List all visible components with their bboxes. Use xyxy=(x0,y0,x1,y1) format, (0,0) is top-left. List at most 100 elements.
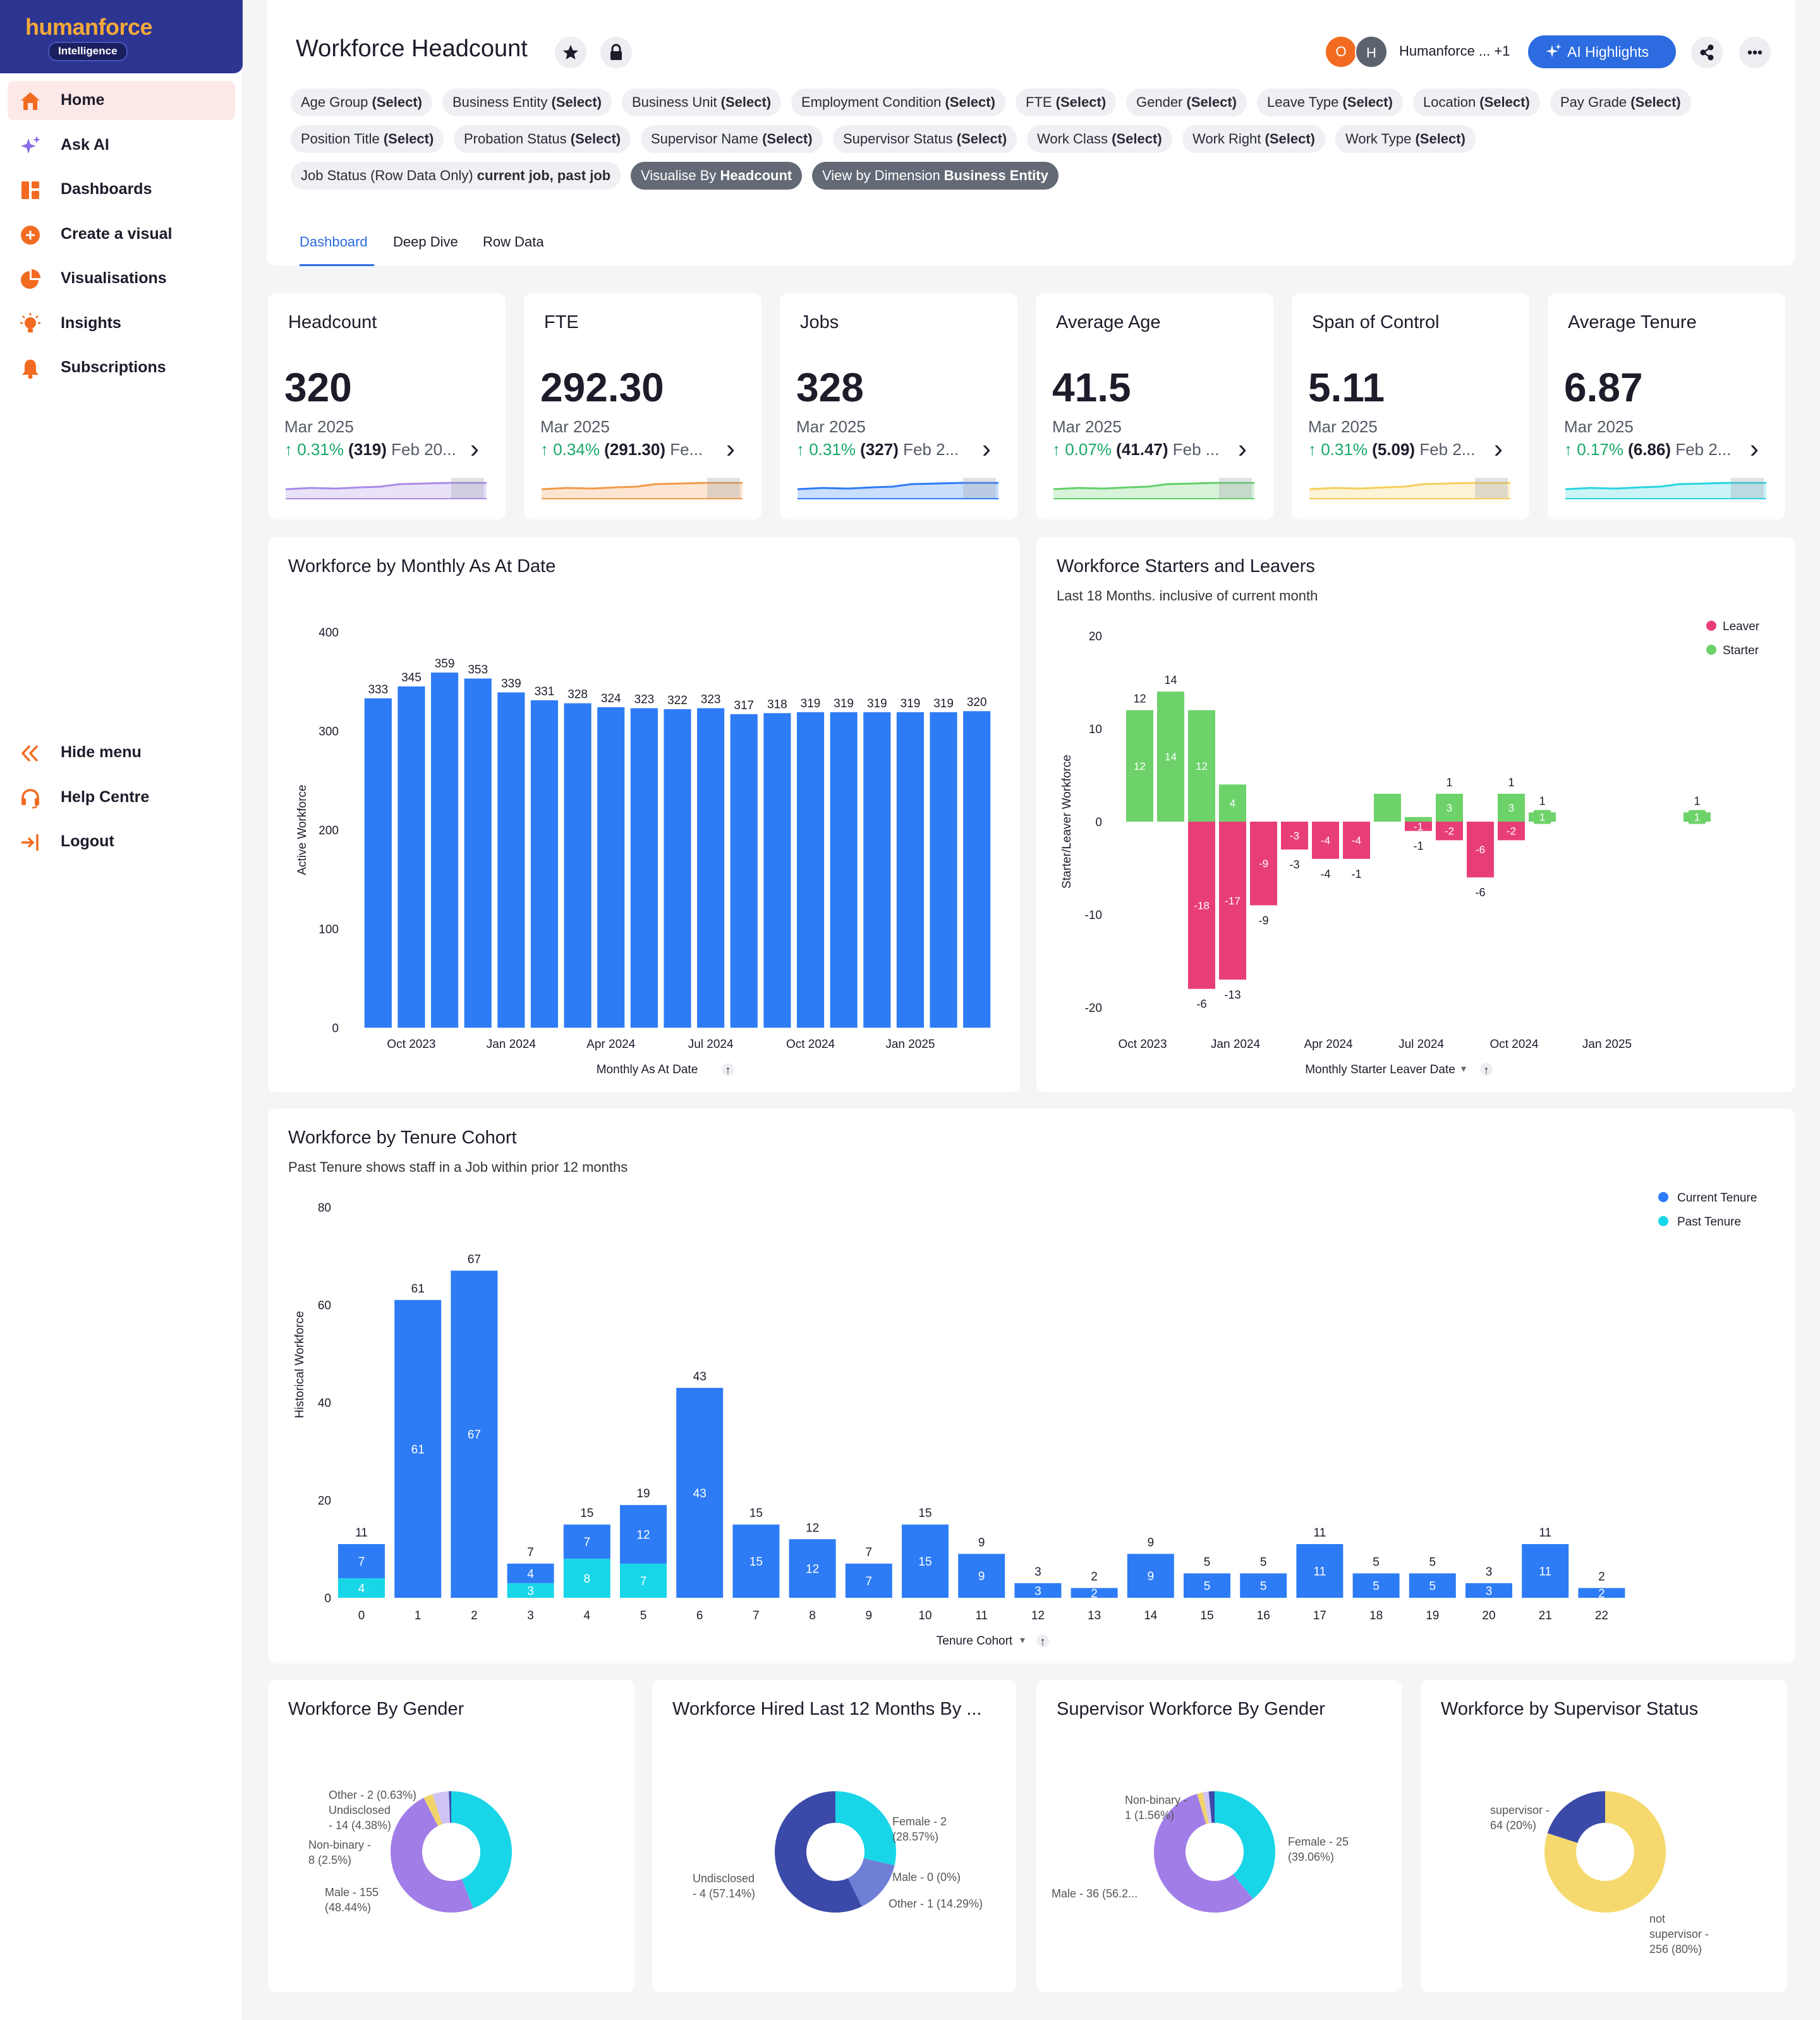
pie-slice[interactable] xyxy=(1215,1791,1275,1899)
pie-slice[interactable] xyxy=(1547,1791,1605,1843)
bar[interactable] xyxy=(664,709,691,1028)
filter-chip[interactable]: View by Dimension Business Entity xyxy=(812,162,1059,190)
current-tenure-bar[interactable] xyxy=(845,1563,892,1598)
chevron-right-icon[interactable]: › xyxy=(470,434,479,463)
past-tenure-bar[interactable] xyxy=(563,1559,610,1598)
kpi-card[interactable]: Average Tenure 6.87 Mar 2025 ↑ 0.17% (6.86)… xyxy=(1548,293,1785,520)
pie-slice[interactable] xyxy=(1544,1791,1666,1913)
pie-slice[interactable] xyxy=(835,1791,896,1866)
pie-slice[interactable] xyxy=(775,1791,862,1913)
current-tenure-bar[interactable] xyxy=(563,1524,610,1559)
pie-chart[interactable]: Female - 25 (39.06%) Male - 36 (56.2... Non… xyxy=(1036,1680,1402,1992)
leaver-bar[interactable] xyxy=(1405,822,1432,831)
filter-chip[interactable]: Probation Status (Select) xyxy=(454,125,631,153)
nav-item-insights[interactable]: Insights xyxy=(8,304,235,343)
chevron-right-icon[interactable]: › xyxy=(1494,434,1503,463)
nav-item-ask-ai[interactable]: Ask AI xyxy=(8,126,235,165)
filter-chip[interactable]: Leave Type (Select) xyxy=(1257,88,1403,116)
pie-slice[interactable] xyxy=(1197,1792,1210,1824)
bar[interactable] xyxy=(863,712,891,1028)
current-tenure-bar[interactable] xyxy=(1522,1544,1569,1598)
current-tenure-bar[interactable] xyxy=(1127,1554,1174,1598)
bar[interactable] xyxy=(730,714,758,1028)
pie-slice[interactable] xyxy=(391,1798,473,1913)
filter-chip[interactable]: Gender (Select) xyxy=(1126,88,1247,116)
past-tenure-bar[interactable] xyxy=(507,1583,554,1598)
bar[interactable] xyxy=(364,698,392,1028)
leaver-bar[interactable] xyxy=(1250,822,1277,906)
pie-slice[interactable] xyxy=(449,1791,451,1823)
leaver-bar[interactable] xyxy=(1312,822,1339,859)
bar[interactable] xyxy=(597,707,625,1028)
favorite-button[interactable] xyxy=(555,37,586,68)
leaver-bar[interactable] xyxy=(1281,822,1308,850)
leaver-bar[interactable] xyxy=(1188,822,1215,989)
sort-button[interactable] xyxy=(1480,1063,1493,1076)
current-tenure-bar[interactable] xyxy=(789,1539,836,1598)
chevron-right-icon[interactable]: › xyxy=(1750,434,1759,463)
starters-leavers-chart[interactable]: 20100-10-201212141412-18-64-17-13-9-9-3-… xyxy=(1036,537,1795,1092)
pie-slice[interactable] xyxy=(1203,1791,1212,1823)
more-options-button[interactable] xyxy=(1739,37,1771,68)
lock-button[interactable] xyxy=(600,37,632,68)
bar[interactable] xyxy=(464,678,492,1028)
leaver-bar[interactable] xyxy=(1343,822,1370,859)
current-tenure-bar[interactable] xyxy=(676,1387,724,1598)
nav-item-subscriptions[interactable]: Subscriptions xyxy=(8,348,235,387)
current-tenure-bar[interactable] xyxy=(732,1524,780,1598)
current-tenure-bar[interactable] xyxy=(1014,1583,1062,1598)
filter-chip[interactable]: Age Group (Select) xyxy=(291,88,432,116)
filter-chip[interactable]: Supervisor Status (Select) xyxy=(833,125,1017,153)
pie-chart[interactable]: Female - 141(44.06%)Male - 155(48.44%)No… xyxy=(268,1680,634,1992)
pie-slice[interactable] xyxy=(432,1791,451,1825)
chevron-right-icon[interactable]: › xyxy=(726,434,735,463)
owner-label[interactable]: Humanforce ... +1 xyxy=(1399,43,1510,59)
current-tenure-bar[interactable] xyxy=(1352,1573,1400,1598)
leaver-bar[interactable] xyxy=(1219,822,1246,980)
pie-chart[interactable]: Female - 2 (28.57%) Male - 0 (0%) Other - 1… xyxy=(652,1680,1016,1992)
filter-chip[interactable]: Work Class (Select) xyxy=(1027,125,1172,153)
filter-chip[interactable]: FTE (Select) xyxy=(1016,88,1117,116)
current-tenure-bar[interactable] xyxy=(394,1299,442,1598)
filter-chip[interactable]: Work Type (Select) xyxy=(1335,125,1476,153)
current-tenure-bar[interactable] xyxy=(620,1505,667,1564)
current-tenure-bar[interactable] xyxy=(338,1544,385,1579)
bar[interactable] xyxy=(697,708,725,1028)
current-tenure-bar[interactable] xyxy=(507,1563,554,1583)
chevron-right-icon[interactable]: › xyxy=(982,434,991,463)
filter-chip[interactable]: Supervisor Name (Select) xyxy=(641,125,823,153)
filter-chip[interactable]: Pay Grade (Select) xyxy=(1550,88,1691,116)
filter-chip[interactable]: Visualise By Headcount xyxy=(631,162,803,190)
nav-item-help-centre[interactable]: Help Centre xyxy=(8,778,235,817)
current-tenure-bar[interactable] xyxy=(1465,1583,1512,1598)
bar[interactable] xyxy=(763,713,791,1028)
starter-bar[interactable] xyxy=(1405,817,1432,822)
filter-chip[interactable]: Position Title (Select) xyxy=(291,125,444,153)
filter-chip[interactable]: Employment Condition (Select) xyxy=(791,88,1005,116)
kpi-card[interactable]: Jobs 328 Mar 2025 ↑ 0.31% (327) Feb 2... › xyxy=(780,293,1017,520)
monthly-headcount-chart[interactable]: 0 100 200 300 400 333 345 359 353 339 331 328 324 323… xyxy=(268,537,1020,1092)
pie-chart[interactable]: not supervisor - 256 (80%) supervisor - 64 (… xyxy=(1421,1680,1787,1992)
current-tenure-bar[interactable] xyxy=(1296,1544,1344,1598)
pie-slice[interactable] xyxy=(451,1791,512,1909)
kpi-card[interactable]: FTE 292.30 Mar 2025 ↑ 0.34% (291.30) Fe... › xyxy=(524,293,761,520)
filter-chip[interactable]: Business Unit (Select) xyxy=(622,88,782,116)
nav-item-visualisations[interactable]: Visualisations xyxy=(8,259,235,298)
current-tenure-bar[interactable] xyxy=(1578,1588,1625,1598)
nav-item-dashboards[interactable]: Dashboards xyxy=(8,170,235,209)
bar[interactable] xyxy=(830,712,858,1028)
leaver-bar[interactable] xyxy=(1436,822,1463,841)
nav-item-create-a-visual[interactable]: Create a visual xyxy=(8,215,235,254)
current-tenure-bar[interactable] xyxy=(958,1554,1005,1598)
current-tenure-bar[interactable] xyxy=(1409,1573,1456,1598)
tab-dashboard[interactable]: Dashboard xyxy=(300,234,368,250)
nav-item-logout[interactable]: Logout xyxy=(8,822,235,861)
kpi-card[interactable]: Headcount 320 Mar 2025 ↑ 0.31% (319) Feb 20… xyxy=(268,293,506,520)
tab-deep-dive[interactable]: Deep Dive xyxy=(393,234,458,250)
bar[interactable] xyxy=(431,672,459,1028)
bar[interactable] xyxy=(530,700,559,1028)
pie-slice[interactable] xyxy=(1208,1791,1215,1823)
kpi-card[interactable]: Span of Control 5.11 Mar 2025 ↑ 0.31% (5.09… xyxy=(1292,293,1529,520)
tenure-cohort-chart[interactable]: 0204060801174061611676727433157841912754… xyxy=(268,1109,1795,1664)
avatar[interactable]: H xyxy=(1355,35,1388,68)
